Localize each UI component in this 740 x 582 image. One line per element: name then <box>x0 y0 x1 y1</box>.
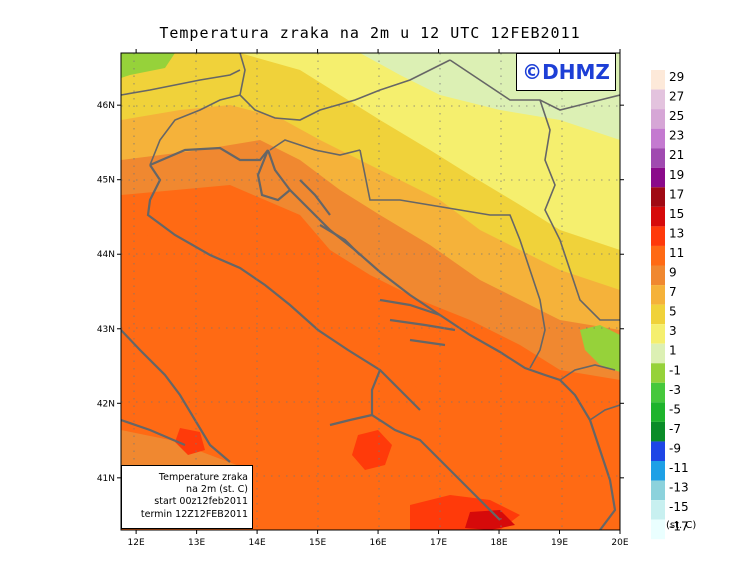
colorbar-swatch <box>651 304 665 325</box>
lon-tick-label: 17E <box>430 538 447 548</box>
info-line-2: na 2m (st. C) <box>186 484 248 496</box>
lon-tick-label: 12E <box>128 538 145 548</box>
lat-tick-label: 41N <box>97 474 115 484</box>
colorbar-swatch <box>651 187 665 207</box>
lat-tick-label: 44N <box>97 250 115 260</box>
axis-ticks: 12E 13E 14E 15E 16E 17E 18E 19E 20E 41N 42N 43N 44N 4… <box>97 49 629 548</box>
lon-tick-label: 14E <box>249 538 266 548</box>
colorbar-label: 3 <box>669 324 677 338</box>
colorbar-swatch <box>651 89 665 110</box>
colorbar-swatch <box>651 109 665 129</box>
colorbar-swatch <box>651 285 665 305</box>
colorbar-label: -9 <box>669 441 681 455</box>
colorbar-swatch <box>651 402 665 422</box>
map-title: Temperatura zraka na 2m u 12 UTC 12FEB20… <box>159 24 581 42</box>
colorbar-label: 19 <box>669 168 684 182</box>
lat-tick-label: 45N <box>97 176 115 186</box>
colorbar-swatch <box>651 343 665 364</box>
colorbar-swatch <box>651 206 665 227</box>
field-13-a <box>352 430 392 470</box>
colorbar-label: 23 <box>669 129 684 143</box>
colorbar-label: -13 <box>669 481 689 495</box>
colorbar-label: 29 <box>669 70 684 84</box>
colorbar-label: 15 <box>669 207 684 221</box>
colorbar-swatch <box>651 70 665 90</box>
lat-tick-label: 43N <box>97 325 115 335</box>
info-line-1: Temperature zraka <box>158 472 248 483</box>
colorbar-swatch <box>651 128 665 149</box>
colorbar-swatch <box>651 421 665 442</box>
colorbar-swatch <box>651 519 665 540</box>
field-11 <box>121 230 620 530</box>
info-line-3: start 00z12feb2011 <box>154 496 248 508</box>
colorbar-label: 9 <box>669 266 677 280</box>
colorbar-swatch <box>651 382 665 403</box>
colorbar-label: 17 <box>669 187 684 201</box>
field-15 <box>465 510 515 530</box>
dhmz-watermark: ©DHMZ <box>516 53 616 91</box>
lon-tick-label: 20E <box>611 538 628 548</box>
colorbar-label: -1 <box>669 363 681 377</box>
lon-tick-label: 19E <box>551 538 568 548</box>
info-line-4: termin 12Z12FEB2011 <box>140 508 248 520</box>
colorbar-label: -17 <box>669 520 689 534</box>
colorbar-swatch <box>651 480 665 501</box>
lat-tick-label: 42N <box>97 399 115 409</box>
colorbar-swatch <box>651 500 665 520</box>
colorbar-label: -5 <box>669 402 681 416</box>
lon-tick-label: 15E <box>309 538 326 548</box>
colorbar-label: 25 <box>669 109 684 123</box>
colorbar: 29 27 25 23 21 19 17 15 13 11 9 7 5 3 1 -1 -3 -5 -7 -9 -11 -1… <box>651 70 689 540</box>
colorbar-swatch <box>651 265 665 286</box>
field-13-b <box>175 428 205 455</box>
colorbar-swatch <box>651 324 665 344</box>
graticule <box>121 53 620 530</box>
info-box: Temperature zraka na 2m (st. C) start 00… <box>121 465 253 529</box>
lon-tick-label: 18E <box>490 538 507 548</box>
lon-tick-label: 16E <box>369 538 386 548</box>
colorbar-label: -7 <box>669 422 681 436</box>
colorbar-label: 13 <box>669 226 684 240</box>
colorbar-label: -11 <box>669 461 689 475</box>
colorbar-label: 5 <box>669 305 677 319</box>
colorbar-swatch <box>651 167 665 188</box>
colorbar-swatch <box>651 363 665 383</box>
colorbar-swatch <box>651 148 665 168</box>
colorbar-unit: (st. C) <box>666 520 696 531</box>
map-frame <box>120 52 621 531</box>
colorbar-swatch <box>651 245 665 266</box>
colorbar-label: -15 <box>669 500 689 514</box>
borders <box>121 53 620 421</box>
colorbar-label: 11 <box>669 246 684 260</box>
colorbar-swatch <box>651 461 665 481</box>
lat-tick-label: 46N <box>97 101 115 111</box>
colorbar-label: 1 <box>669 344 677 358</box>
temperature-field <box>121 53 620 530</box>
colorbar-label: 21 <box>669 148 684 162</box>
colorbar-label: 7 <box>669 285 677 299</box>
field-neg1-nw <box>121 53 175 78</box>
colorbar-label: 27 <box>669 90 684 104</box>
lon-tick-label: 13E <box>188 538 205 548</box>
colorbar-swatch <box>651 226 665 246</box>
field-neg1-se <box>580 325 620 372</box>
colorbar-label: -3 <box>669 383 681 397</box>
colorbar-swatch <box>651 441 665 461</box>
